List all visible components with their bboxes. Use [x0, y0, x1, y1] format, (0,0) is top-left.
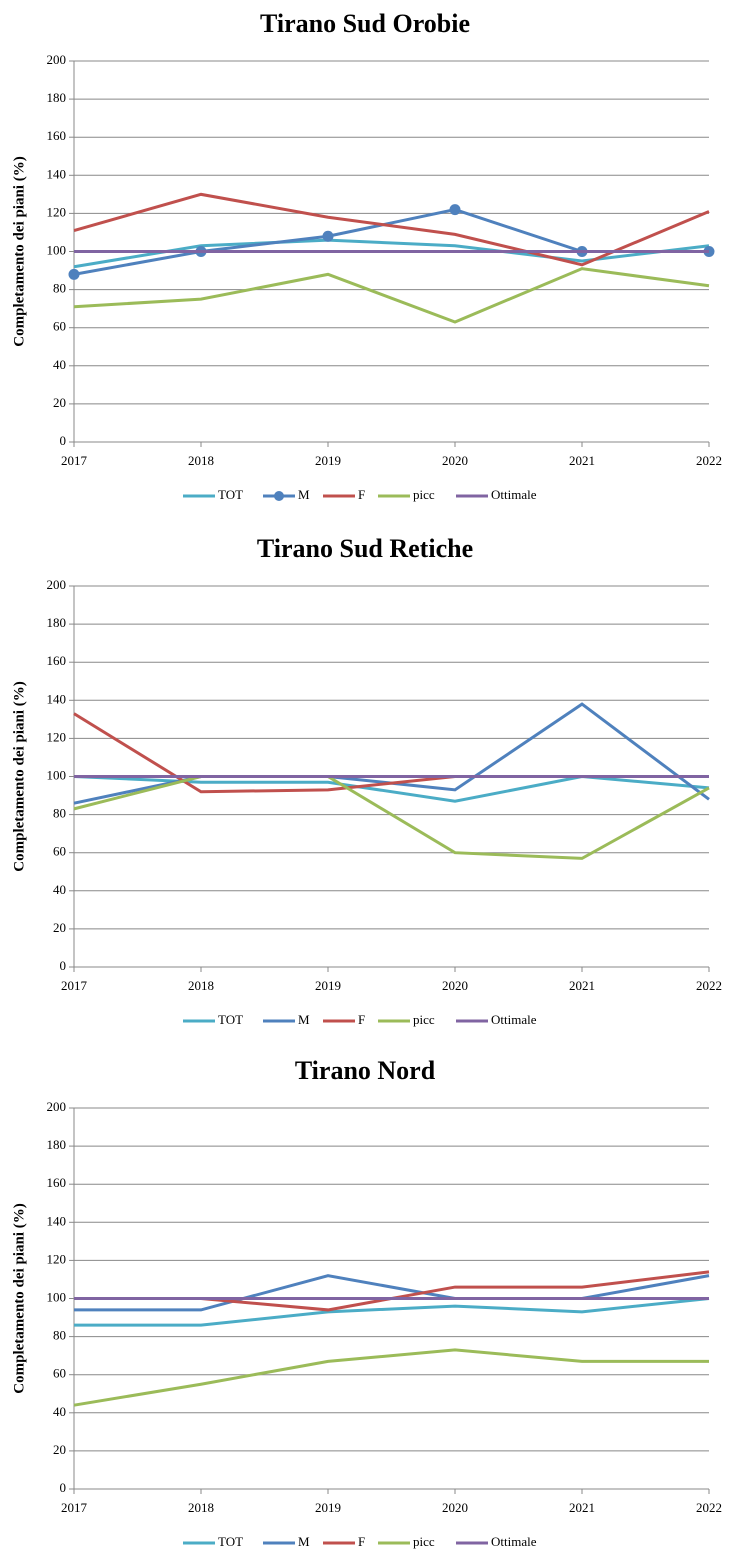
legend-label: picc	[413, 1012, 435, 1027]
point	[449, 204, 461, 216]
x-tick-label: 2021	[569, 1500, 595, 1515]
legend-label: TOT	[218, 1534, 243, 1549]
legend-label: Ottimale	[491, 1012, 537, 1027]
chart: Tirano Sud Retiche Completamento dei pian…	[11, 534, 722, 1027]
y-tick-label: 200	[47, 52, 67, 67]
x-tick-label: 2019	[315, 453, 341, 468]
chart-title: Tirano Nord	[295, 1056, 436, 1085]
y-tick-label: 40	[53, 1404, 66, 1419]
x-tick-label: 2017	[61, 978, 88, 993]
y-tick-label: 80	[53, 1328, 66, 1343]
y-tick-label: 40	[53, 357, 66, 372]
y-tick-label: 180	[47, 1137, 67, 1152]
x-tick-label: 2017	[61, 453, 88, 468]
y-tick-label: 180	[47, 615, 67, 630]
line-series	[73, 775, 710, 860]
line-series	[73, 774, 710, 803]
x-tick-label: 2021	[569, 978, 595, 993]
y-tick-label: 200	[47, 577, 67, 592]
legend-label: M	[298, 487, 310, 502]
line-series	[74, 1270, 710, 1312]
y-tick-label: 40	[53, 882, 66, 897]
chart: Tirano Nord Completamento dei piani (%) 0 2…	[11, 1056, 722, 1549]
line-series	[73, 238, 710, 269]
y-tick-label: 80	[53, 281, 66, 296]
legend-label: F	[358, 487, 365, 502]
line-series	[73, 702, 710, 805]
x-tick-label: 2020	[442, 978, 468, 993]
x-tick-label: 2020	[442, 1500, 468, 1515]
y-tick-label: 20	[53, 920, 66, 935]
y-tick-label: 160	[47, 128, 67, 143]
x-tick-label: 2021	[569, 453, 595, 468]
y-tick-label: 0	[60, 1480, 67, 1495]
y-tick-label: 140	[47, 1213, 67, 1228]
line-series	[74, 1297, 710, 1327]
y-tick-label: 160	[47, 653, 67, 668]
point	[68, 268, 80, 280]
legend-label: TOT	[218, 487, 243, 502]
y-tick-label: 60	[53, 1366, 66, 1381]
y-tick-label: 60	[53, 844, 66, 859]
chart-title: Tirano Sud Orobie	[260, 9, 470, 38]
legend-label: M	[298, 1534, 310, 1549]
chart: Tirano Sud Orobie Completamento dei piani…	[11, 9, 722, 502]
y-axis-label: Completamento dei piani (%)	[11, 1203, 27, 1393]
y-tick-label: 20	[53, 1442, 66, 1457]
legend-label: M	[298, 1012, 310, 1027]
x-tick-label: 2017	[61, 1500, 88, 1515]
y-tick-label: 60	[53, 319, 66, 334]
y-tick-label: 0	[60, 433, 67, 448]
x-tick-label: 2018	[188, 1500, 214, 1515]
chart-title: Tirano Sud Retiche	[257, 534, 473, 563]
x-tick-label: 2019	[315, 978, 341, 993]
line-series	[73, 1348, 709, 1407]
y-tick-label: 140	[47, 166, 67, 181]
y-tick-label: 160	[47, 1175, 67, 1190]
line-series	[73, 267, 710, 324]
y-tick-label: 180	[47, 90, 67, 105]
point	[322, 230, 334, 242]
legend-label: F	[358, 1012, 365, 1027]
x-tick-label: 2022	[696, 978, 722, 993]
legend-label: TOT	[218, 1012, 243, 1027]
y-tick-label: 140	[47, 691, 67, 706]
y-tick-label: 200	[47, 1099, 67, 1114]
x-tick-label: 2018	[188, 453, 214, 468]
y-tick-label: 20	[53, 395, 66, 410]
y-tick-label: 120	[47, 729, 67, 744]
line-series	[74, 1274, 710, 1312]
y-axis-label: Completamento dei piani (%)	[11, 681, 27, 871]
y-tick-label: 100	[47, 1289, 67, 1304]
y-tick-label: 100	[47, 242, 67, 257]
x-tick-label: 2020	[442, 453, 468, 468]
x-tick-label: 2018	[188, 978, 214, 993]
x-tick-label: 2022	[696, 453, 722, 468]
legend-label: Ottimale	[491, 487, 537, 502]
y-tick-label: 80	[53, 806, 66, 821]
legend-marker	[274, 491, 284, 501]
y-axis-label: Completamento dei piani (%)	[11, 156, 27, 346]
legend-label: picc	[413, 1534, 435, 1549]
y-tick-label: 100	[47, 767, 67, 782]
x-tick-label: 2022	[696, 1500, 722, 1515]
line-series	[73, 192, 710, 267]
y-tick-label: 0	[60, 958, 67, 973]
y-tick-label: 120	[47, 1251, 67, 1266]
legend-label: picc	[413, 487, 435, 502]
legend-label: Ottimale	[491, 1534, 537, 1549]
y-tick-label: 120	[47, 204, 67, 219]
legend-label: F	[358, 1534, 365, 1549]
x-tick-label: 2019	[315, 1500, 341, 1515]
